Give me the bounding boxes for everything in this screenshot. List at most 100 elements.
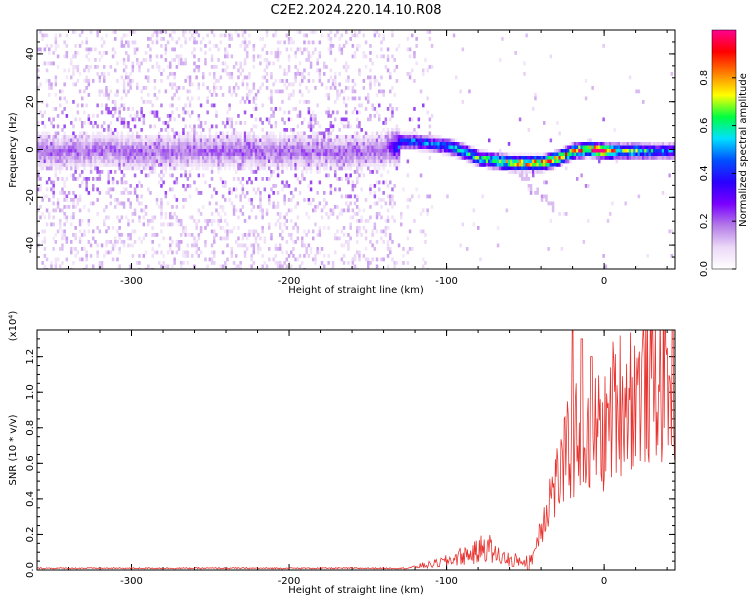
heatmap-cell xyxy=(364,138,368,143)
heatmap-cell xyxy=(184,58,187,62)
heatmap-cell xyxy=(48,198,51,202)
heatmap-cell xyxy=(406,37,410,41)
heatmap-cell xyxy=(250,156,253,160)
heatmap-cell xyxy=(386,240,390,244)
heatmap-cell xyxy=(184,103,187,108)
heatmap-cell xyxy=(334,250,337,255)
heatmap-cell xyxy=(239,131,242,136)
heatmap-cell xyxy=(338,82,341,87)
heatmap-cell xyxy=(329,47,333,52)
heatmap-cell xyxy=(131,163,135,167)
heatmap-cell xyxy=(496,163,500,167)
heatmap-cell xyxy=(241,166,245,171)
heatmap-cell xyxy=(237,264,240,269)
heatmap-cell xyxy=(384,135,388,139)
heatmap-cell xyxy=(136,142,139,146)
heatmap-cell xyxy=(617,145,621,150)
heatmap-cell xyxy=(290,142,293,146)
heatmap-cell xyxy=(195,226,198,230)
heatmap-cell xyxy=(125,121,128,125)
heatmap-cell xyxy=(364,198,368,202)
heatmap-cell xyxy=(239,100,242,104)
heatmap-cell xyxy=(364,142,368,146)
heatmap-cell xyxy=(193,68,196,73)
heatmap-cell xyxy=(298,152,302,157)
heatmap-cell xyxy=(140,170,143,174)
heatmap-cell xyxy=(532,163,535,167)
heatmap-cell xyxy=(353,51,357,55)
heatmap-cell xyxy=(142,208,146,213)
heatmap-cell xyxy=(404,145,407,150)
heatmap-cell xyxy=(237,142,240,146)
heatmap-cell xyxy=(129,201,132,206)
heatmap-cell xyxy=(158,180,161,185)
heatmap-cell xyxy=(457,149,460,153)
colorbar-ticks: 0.00.20.40.60.8 xyxy=(699,70,736,277)
heatmap-cell xyxy=(470,152,473,157)
heatmap-cell xyxy=(523,156,526,160)
heatmap-cell xyxy=(237,131,240,136)
heatmap-cell xyxy=(228,124,231,129)
heatmap-cell xyxy=(221,208,225,213)
heatmap-cell xyxy=(74,170,77,174)
heatmap-cell xyxy=(257,135,260,139)
heatmap-cell xyxy=(292,156,295,160)
heatmap-cell xyxy=(246,236,249,241)
heatmap-cell xyxy=(582,149,586,153)
heatmap-cell xyxy=(496,226,500,230)
heatmap-cell xyxy=(298,135,302,139)
heatmap-cell xyxy=(479,156,482,160)
heatmap-cell xyxy=(78,135,82,139)
heatmap-cell xyxy=(76,159,80,164)
heatmap-cell xyxy=(120,142,124,146)
heatmap-cell xyxy=(362,163,366,167)
heatmap-cell xyxy=(265,79,269,83)
heatmap-cell xyxy=(70,61,73,66)
heatmap-cell xyxy=(202,156,205,160)
heatmap-cell xyxy=(408,47,412,52)
heatmap-cell xyxy=(567,149,570,153)
heatmap-cell xyxy=(39,163,42,167)
heatmap-cell xyxy=(279,107,282,111)
heatmap-cell xyxy=(378,187,381,192)
heatmap-cell xyxy=(292,194,295,199)
heatmap-cell xyxy=(334,205,337,209)
heatmap-cell xyxy=(41,163,44,167)
heatmap-cell xyxy=(125,187,128,192)
heatmap-cell xyxy=(243,145,247,150)
heatmap-cell xyxy=(72,247,75,251)
heatmap-cell xyxy=(358,124,361,129)
heatmap-cell xyxy=(373,114,377,118)
heatmap-cell xyxy=(356,163,359,167)
heatmap-cell xyxy=(52,138,55,143)
heatmap-cell xyxy=(213,72,216,76)
heatmap-cell xyxy=(144,166,148,171)
heatmap-cell xyxy=(507,163,511,167)
heatmap-cell xyxy=(98,173,102,178)
heatmap-cell xyxy=(204,156,207,160)
heatmap-cell xyxy=(72,173,75,178)
heatmap-cell xyxy=(228,187,231,192)
heatmap-cell xyxy=(554,156,557,160)
heatmap-cell xyxy=(248,142,251,146)
heatmap-cell xyxy=(133,240,137,244)
heatmap-cell xyxy=(360,103,363,108)
heatmap-cell xyxy=(272,82,275,87)
heatmap-cell xyxy=(133,30,137,34)
heatmap-cell xyxy=(287,198,291,202)
heatmap-cell xyxy=(164,89,168,94)
heatmap-cell xyxy=(59,145,62,150)
heatmap-cell xyxy=(584,149,588,153)
heatmap-cell xyxy=(184,135,187,139)
heatmap-cell xyxy=(382,163,385,167)
heatmap-cell xyxy=(298,131,302,136)
heatmap-cell xyxy=(481,159,484,164)
heatmap-cell xyxy=(197,191,201,195)
heatmap-cell xyxy=(565,145,568,150)
heatmap-cell xyxy=(213,152,216,157)
heatmap-cell xyxy=(193,138,196,143)
heatmap-cell xyxy=(92,142,95,146)
heatmap-cell xyxy=(307,198,311,202)
heatmap-cell xyxy=(237,114,240,118)
heatmap-cell xyxy=(45,145,49,150)
